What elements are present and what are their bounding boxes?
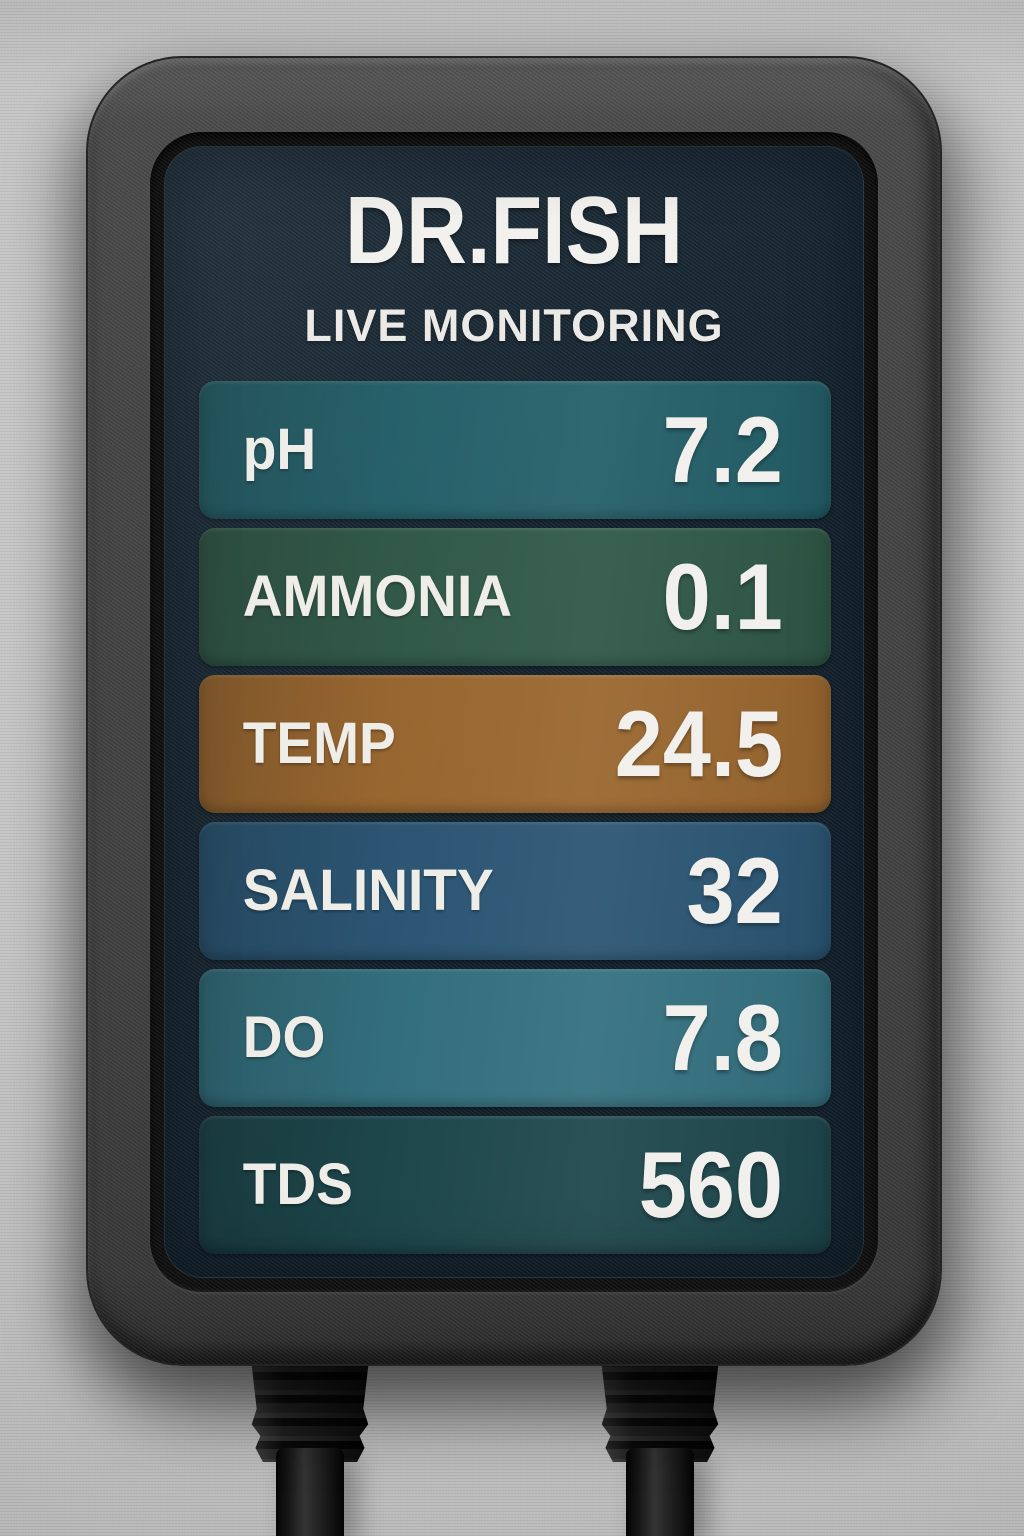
reading-row-ph: pH 7.2 bbox=[199, 381, 831, 519]
reading-label: SALINITY bbox=[242, 858, 494, 923]
reading-label: DO bbox=[242, 1005, 326, 1070]
cable-right-cord bbox=[626, 1448, 694, 1536]
device-body: DR.FISH LIVE MONITORING pH 7.2 AMMONIA 0… bbox=[86, 56, 942, 1366]
reading-value: 32 bbox=[686, 838, 784, 943]
reading-label: AMMONIA bbox=[242, 564, 513, 629]
reading-row-salinity: SALINITY 32 bbox=[199, 822, 831, 960]
reading-value: 24.5 bbox=[614, 691, 784, 796]
reading-row-ammonia: AMMONIA 0.1 bbox=[199, 528, 831, 666]
reading-value: 7.2 bbox=[662, 397, 784, 502]
brand-title: DR.FISH bbox=[345, 177, 683, 284]
reading-label: TDS bbox=[242, 1152, 353, 1217]
reading-label: TEMP bbox=[242, 711, 396, 776]
screen-header: DR.FISH LIVE MONITORING bbox=[165, 177, 863, 351]
reading-row-tds: TDS 560 bbox=[199, 1116, 831, 1254]
reading-value: 7.8 bbox=[662, 985, 784, 1090]
reading-value: 560 bbox=[638, 1132, 784, 1237]
subtitle: LIVE MONITORING bbox=[304, 300, 724, 351]
reading-row-temp: TEMP 24.5 bbox=[199, 675, 831, 813]
reading-value: 0.1 bbox=[662, 544, 784, 649]
screen-bezel: DR.FISH LIVE MONITORING pH 7.2 AMMONIA 0… bbox=[150, 132, 878, 1292]
readings-list: pH 7.2 AMMONIA 0.1 TEMP 24.5 SALINITY 32 bbox=[199, 381, 831, 1254]
reading-label: pH bbox=[242, 417, 317, 482]
device-screen: DR.FISH LIVE MONITORING pH 7.2 AMMONIA 0… bbox=[164, 146, 864, 1278]
cable-left-cord bbox=[276, 1448, 344, 1536]
reading-row-do: DO 7.8 bbox=[199, 969, 831, 1107]
